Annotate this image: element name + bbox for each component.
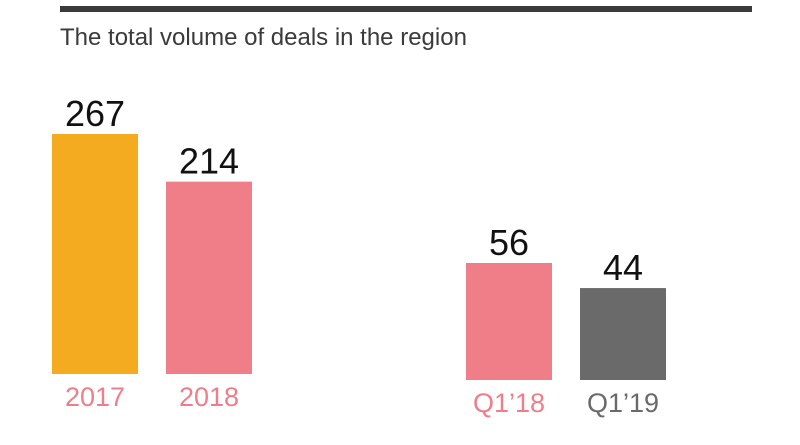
category-label-4: Q1’19 [587,388,659,418]
value-label-4: 44 [603,247,643,288]
bar-1 [52,134,138,374]
chart-title: The total volume of deals in the region [60,24,467,51]
category-label-3: Q1’18 [473,388,545,418]
category-label-1: 2017 [65,382,125,412]
value-label-3: 56 [489,222,529,263]
bar-4 [580,288,666,380]
category-label-2: 2018 [179,382,239,412]
top-rule [60,6,752,12]
bar-3 [466,263,552,380]
value-label-2: 214 [179,141,239,182]
value-label-1: 267 [65,93,125,134]
bar-2 [166,181,252,374]
